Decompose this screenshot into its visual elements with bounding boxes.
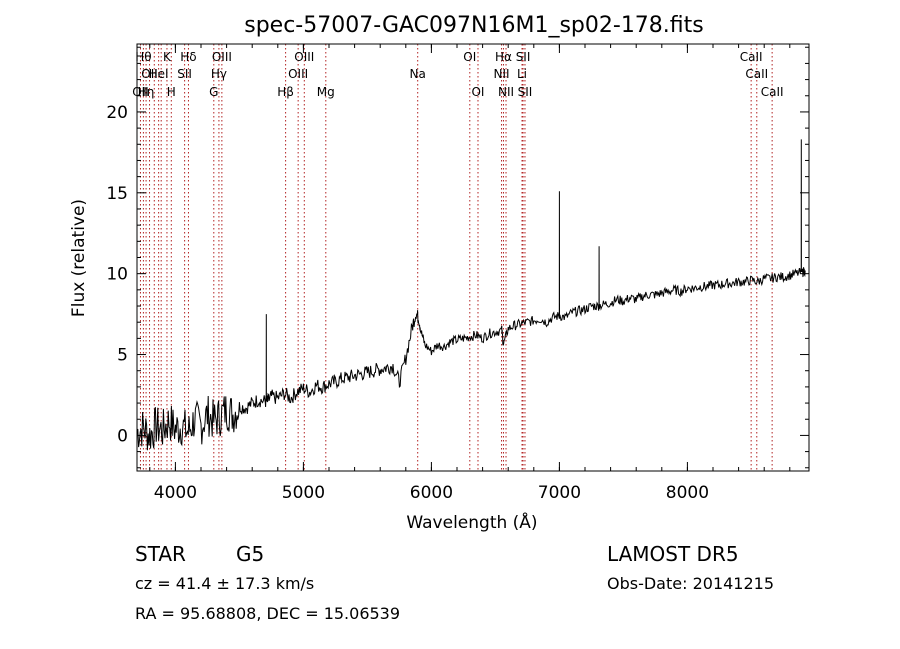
y-tick-label: 15 [106,184,128,204]
spectral-line-label: CaII [740,50,763,64]
spectrum-line [136,139,806,451]
spectral-line-label: SII [177,67,192,81]
x-tick-label: 6000 [410,483,453,503]
spectral-line-label: OIII [212,50,232,64]
spectral-line-label: Hη [138,85,155,99]
spectrum-series [136,139,806,451]
redshift-cz: cz = 41.4 ± 17.3 km/s [135,574,314,593]
x-axis-ticks: 4000 5000 6000 7000 8000 [149,44,791,503]
spectral-line-label: NII [498,85,514,99]
spectral-line-label: OIII [288,67,308,81]
obs-date: Obs-Date: 20141215 [607,574,774,593]
spectral-line-label: H [167,85,176,99]
survey-name: LAMOST DR5 [607,542,739,566]
y-tick-label: 20 [106,103,128,123]
object-subclass: G5 [236,542,264,566]
spectral-line-label: SII [518,85,533,99]
spectral-line-label: SII [516,50,531,64]
spectral-line-markers [139,44,773,471]
spectral-line-label: OI [471,85,484,99]
x-tick-label: 5000 [282,483,325,503]
spectral-line-label: NII [494,67,510,81]
chart-title: spec-57007-GAC097N16M1_sp02-178.fits [244,13,704,38]
spectral-line-label: CaII [761,85,784,99]
y-axis-ticks: 0 5 10 15 20 [106,46,809,469]
spectral-line-label: OII [132,85,149,99]
spectral-line-label: OI [463,50,476,64]
coordinates: RA = 95.68808, DEC = 15.06539 [135,604,400,623]
x-tick-label: 7000 [538,483,581,503]
x-tick-label: 8000 [666,483,709,503]
spectral-line-label: G [209,85,218,99]
spectral-line-label: Hγ [211,67,227,81]
spectral-line-label: Hβ [277,85,294,99]
y-tick-label: 0 [117,426,128,446]
spectral-line-labels: OIIHθHηOIIHeIKHSIIHδGHγOIIIHβOIIIOIIIMgN… [132,50,783,99]
spectral-line-label: CaII [745,67,768,81]
spectral-line-label: Hθ [135,50,151,64]
spectral-line-label: OIII [294,50,314,64]
y-tick-label: 5 [117,346,128,366]
y-tick-label: 10 [106,265,128,285]
plot-frame [136,43,810,472]
spectral-line-label: Hδ [180,50,196,64]
spectral-line-label: Na [410,67,426,81]
spectral-line-label: K [163,50,172,64]
spectral-line-label: OII [141,67,158,81]
y-axis-label: Flux (relative) [69,199,89,317]
x-tick-label: 4000 [154,483,197,503]
x-axis-label: Wavelength (Å) [406,511,537,533]
spectral-line-label: HeI [149,67,169,81]
spectral-line-label: Hα [495,50,512,64]
spectral-line-label: Li [517,67,527,81]
spectral-line-label: Mg [317,85,335,99]
object-class: STAR [135,542,186,566]
